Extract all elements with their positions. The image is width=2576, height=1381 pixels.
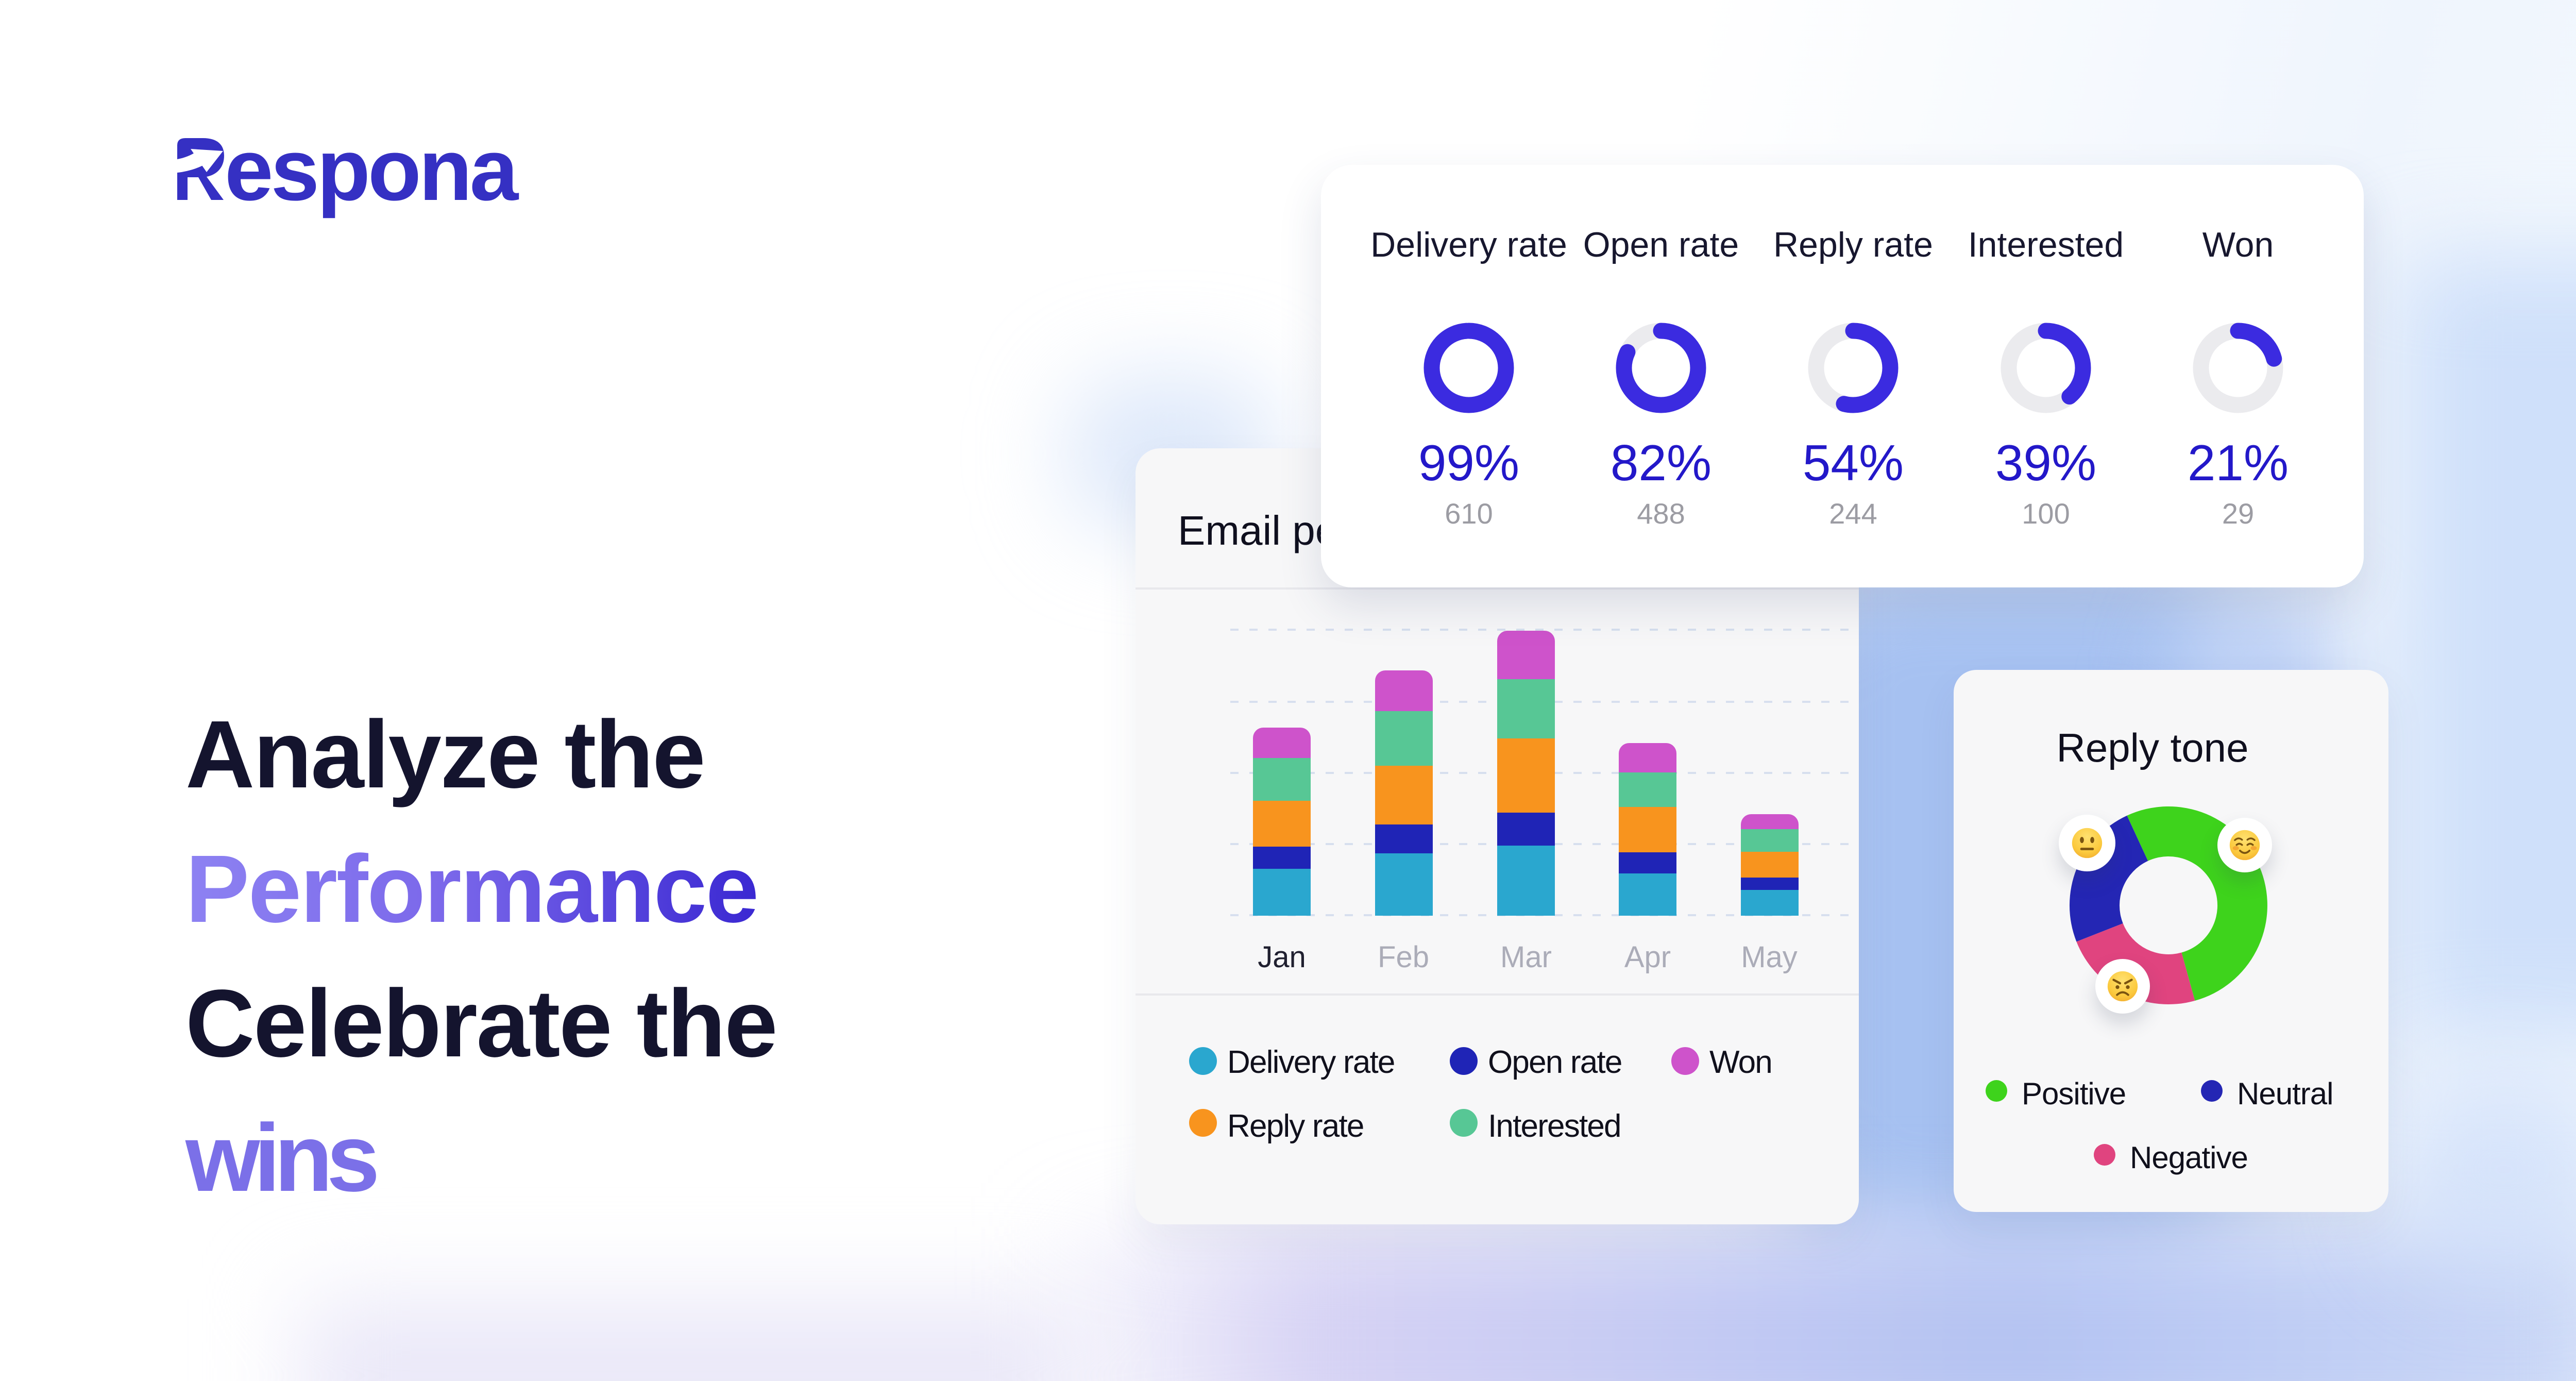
svg-text:espona: espona	[225, 121, 519, 219]
